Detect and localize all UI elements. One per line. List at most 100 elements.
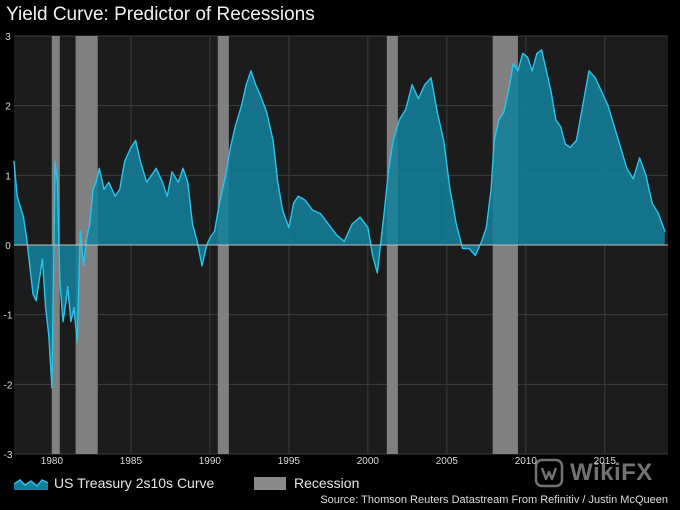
series-point: [86, 237, 88, 239]
series-point: [98, 167, 100, 169]
series-point: [187, 181, 189, 183]
series-point: [480, 240, 483, 243]
series-point: [493, 139, 495, 142]
series-point: [56, 181, 59, 183]
y-tick-label: -2: [4, 380, 13, 391]
chart-title: Yield Curve: Predictor of Recessions: [6, 4, 315, 25]
series-point: [371, 254, 374, 257]
series-point: [255, 84, 257, 86]
series-point: [645, 174, 647, 176]
series-point: [601, 91, 603, 93]
series-point: [311, 209, 314, 211]
series-point: [582, 105, 584, 107]
series-point: [517, 70, 519, 72]
series-point: [526, 56, 529, 58]
series-point: [594, 77, 596, 79]
x-axis: 1980 1985 1990 1995 2000 2005 2010 2015: [41, 456, 617, 467]
series-point: [29, 265, 31, 267]
series-point: [536, 52, 538, 55]
series-point: [555, 119, 557, 121]
series-point: [201, 265, 203, 267]
series-point: [398, 119, 401, 121]
y-tick-label: -1: [4, 311, 13, 322]
series-point: [541, 49, 543, 51]
series-point: [443, 139, 445, 142]
series-area: [14, 49, 665, 388]
series-point: [569, 146, 571, 149]
series-point: [67, 286, 69, 288]
series-point: [277, 181, 279, 183]
y-tick-label: 0: [5, 241, 11, 252]
series-point: [54, 160, 56, 162]
series-point: [588, 70, 590, 72]
series-point: [103, 188, 105, 190]
series-point: [304, 199, 306, 201]
x-tick-label: 1980: [41, 456, 64, 467]
series-point: [405, 108, 407, 110]
series-point: [531, 70, 533, 72]
series-point: [92, 188, 94, 190]
series-layer: [13, 49, 668, 389]
series-point: [229, 146, 232, 149]
series-point: [177, 181, 179, 183]
wikifx-logo-icon: [534, 458, 564, 488]
series-point: [498, 119, 500, 121]
x-tick-label: 1995: [278, 456, 301, 467]
series-point: [607, 105, 609, 107]
series-point: [218, 202, 220, 204]
series-point: [613, 125, 615, 128]
series-point: [468, 247, 470, 250]
y-axis: -3 -2 -1 0 1 2 3: [4, 32, 13, 461]
series-point: [545, 70, 547, 72]
series-point: [424, 84, 426, 86]
series-point: [95, 181, 97, 183]
series-point: [550, 91, 552, 93]
series-point: [327, 223, 329, 225]
series-point: [503, 112, 505, 114]
series-point: [191, 223, 194, 225]
series-point: [343, 240, 345, 243]
series-point: [522, 52, 524, 55]
series-point: [171, 171, 173, 173]
series-point: [575, 139, 577, 142]
series-point: [225, 174, 227, 176]
legend-series-label: US Treasury 2s10s Curve: [54, 475, 215, 491]
legend-recession-swatch: [254, 476, 286, 490]
series-point: [293, 202, 295, 204]
series-point: [182, 167, 184, 169]
x-tick-label: 2005: [436, 456, 459, 467]
series-point: [417, 98, 420, 100]
series-point: [449, 188, 451, 190]
legend-series-swatch: [14, 479, 48, 490]
series-point: [319, 213, 322, 215]
series-point: [108, 181, 110, 183]
watermark-text: WikiFX: [570, 459, 653, 486]
series-point: [146, 181, 148, 183]
series-point: [430, 77, 432, 79]
series-point: [32, 293, 34, 295]
series-point: [166, 195, 168, 197]
y-tick-label: 1: [5, 171, 11, 182]
legend-recession-label: Recession: [294, 475, 360, 491]
series-point: [123, 160, 126, 162]
series-point: [48, 334, 50, 337]
series-point: [620, 146, 622, 149]
series-point: [436, 112, 438, 114]
series-point: [351, 223, 353, 225]
series-point: [209, 237, 211, 239]
series-point: [288, 226, 290, 229]
series-point: [119, 188, 121, 190]
series-point: [130, 146, 132, 149]
series-point: [376, 272, 378, 274]
x-tick-label: 2000: [357, 456, 380, 467]
series-point: [250, 70, 252, 72]
series-point: [65, 300, 67, 302]
series-point: [657, 213, 660, 215]
series-point: [490, 188, 492, 190]
series-point: [150, 174, 153, 176]
series-point: [73, 307, 75, 309]
series-point: [383, 216, 385, 218]
y-tick-label: 2: [5, 102, 11, 113]
series-point: [19, 206, 21, 208]
